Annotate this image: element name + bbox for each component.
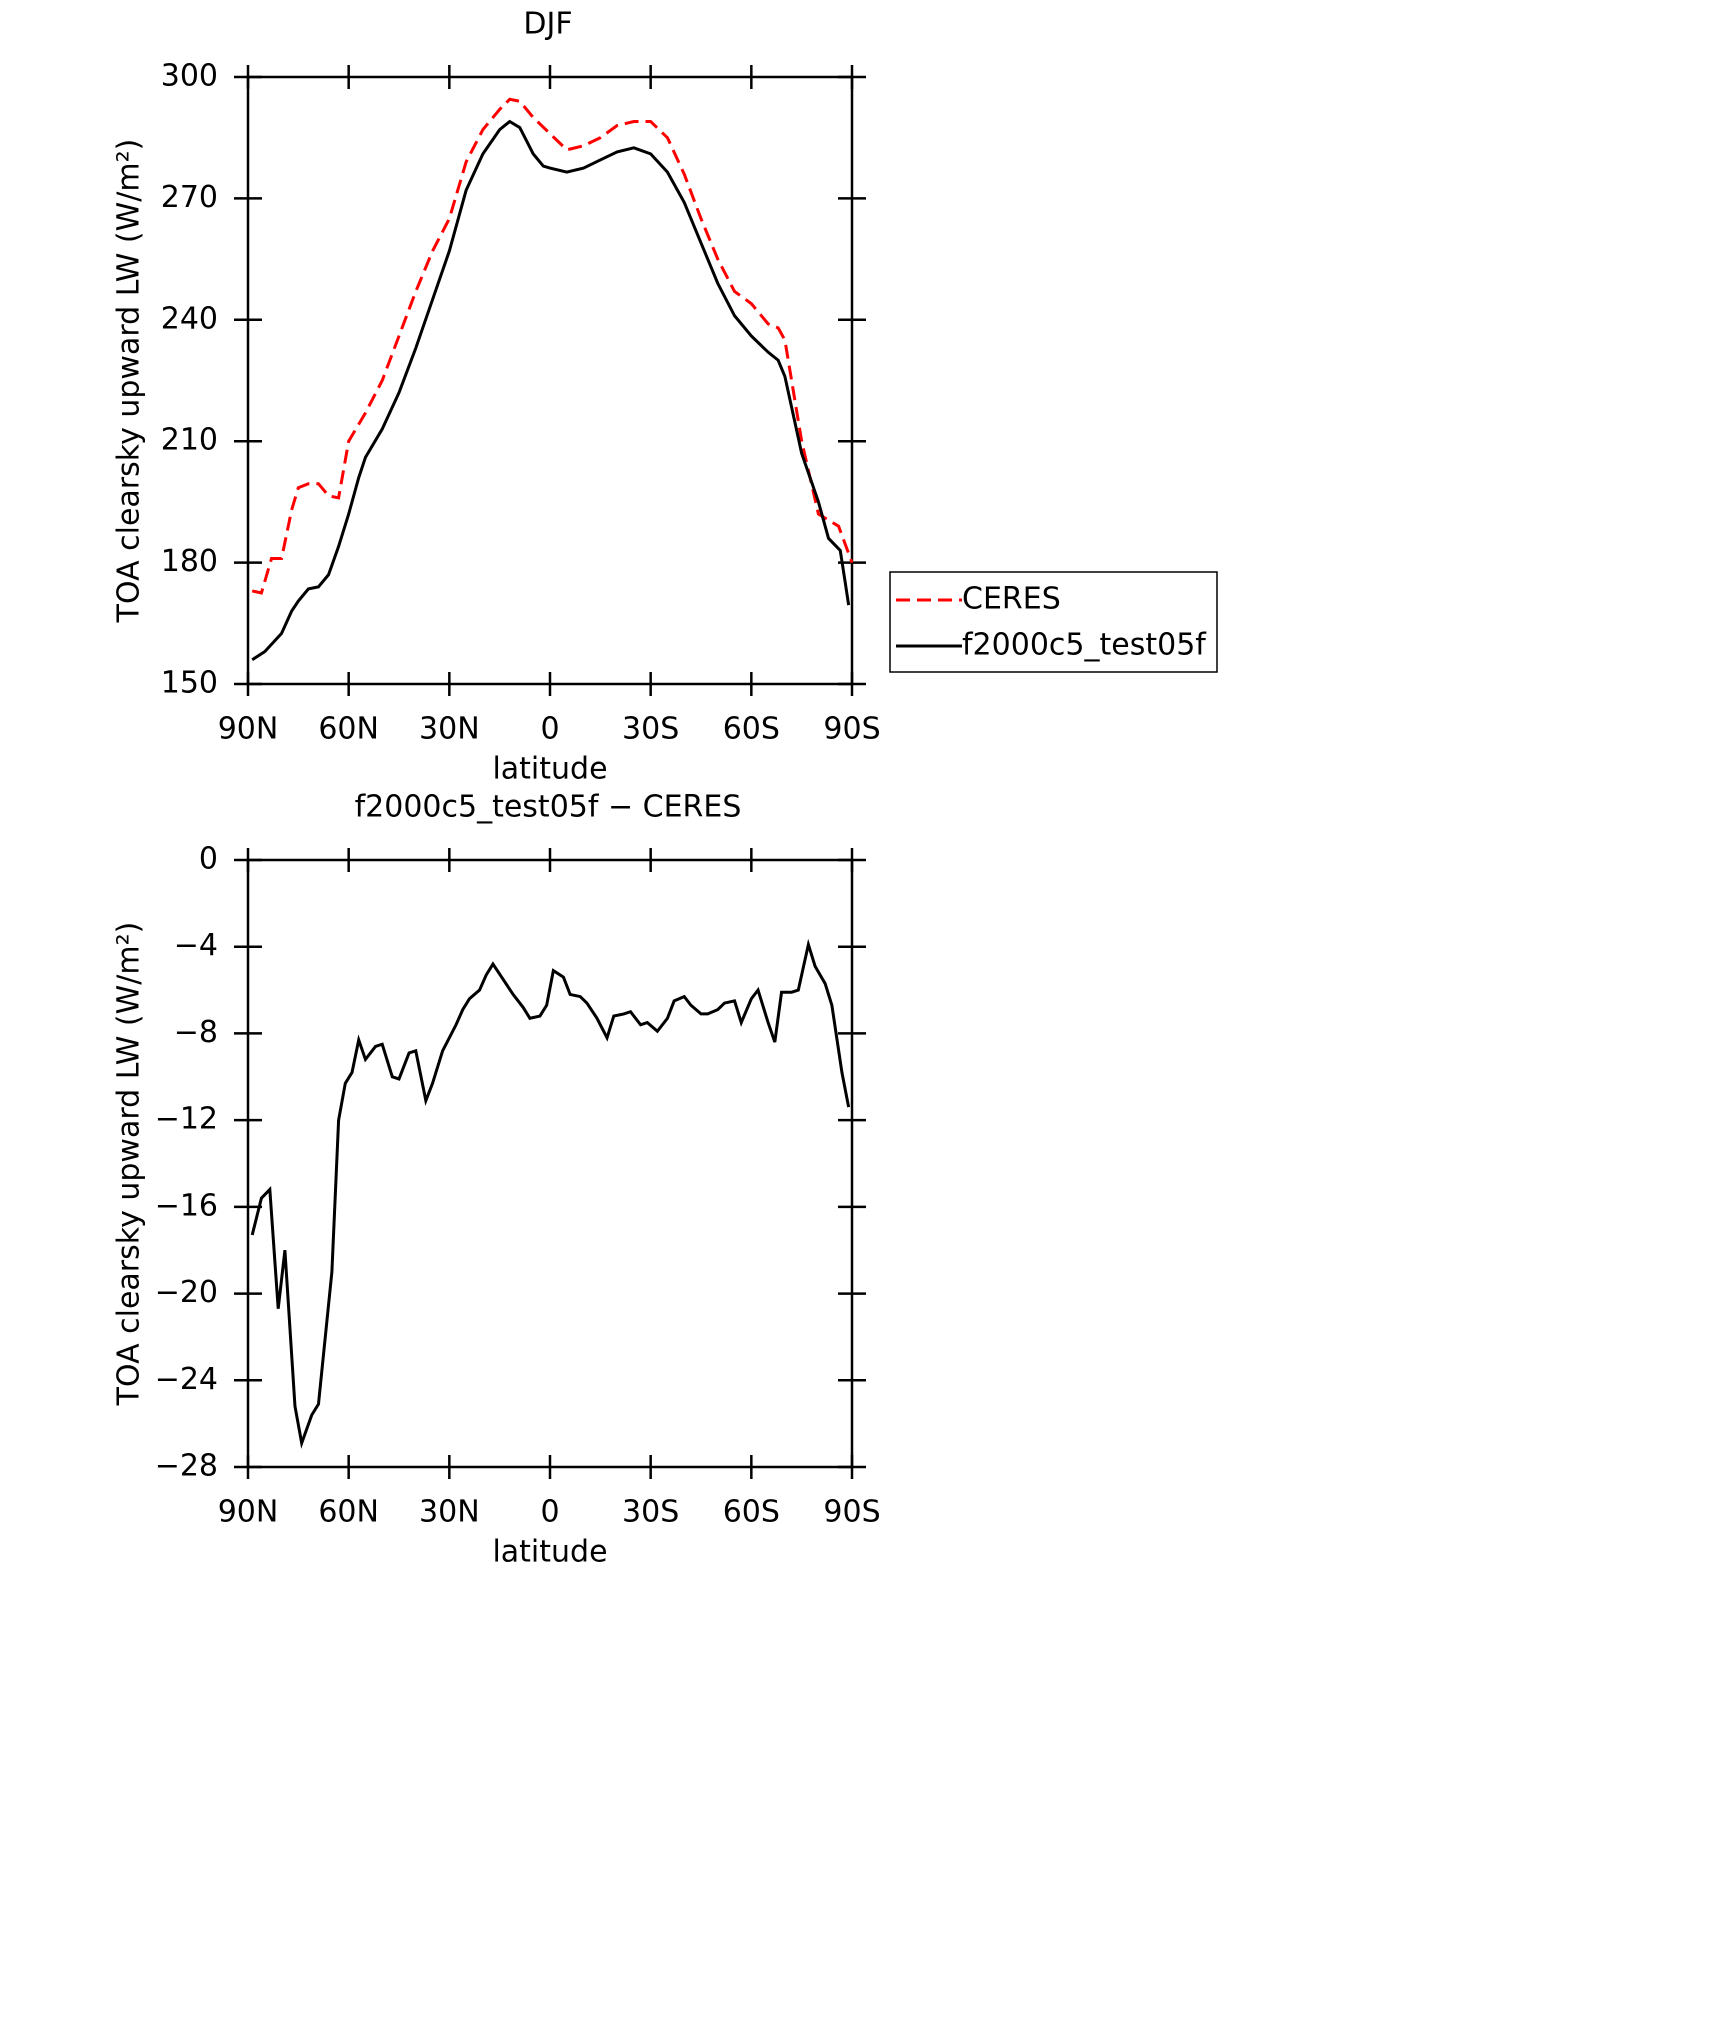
x-tick-label: 30N [419, 712, 480, 747]
y-axis-label: TOA clearsky upward LW (W/m²) [112, 139, 147, 624]
x-tick-label: 90S [823, 712, 880, 747]
y-tick-label: −8 [174, 1015, 218, 1050]
y-axis-label: TOA clearsky upward LW (W/m²) [112, 922, 147, 1407]
x-tick-label: 30S [622, 1495, 679, 1530]
x-tick-label: 90S [823, 1495, 880, 1530]
chart-title: f2000c5_test05f − CERES [355, 790, 742, 825]
x-tick-label: 90N [218, 1495, 279, 1530]
y-tick-label: −4 [174, 928, 218, 963]
y-tick-label: 210 [161, 423, 218, 458]
x-tick-label: 60N [318, 712, 379, 747]
x-tick-label: 90N [218, 712, 279, 747]
y-tick-label: 180 [161, 544, 218, 579]
legend-box [889, 571, 1218, 673]
x-tick-label: 30N [419, 1495, 480, 1530]
y-tick-label: −20 [155, 1275, 218, 1310]
x-tick-label: 0 [540, 712, 559, 747]
y-tick-label: 270 [161, 180, 218, 215]
x-axis-label: latitude [492, 752, 607, 787]
data-line [251, 119, 851, 661]
y-tick-label: 300 [161, 59, 218, 94]
x-axis-label: latitude [492, 1535, 607, 1570]
y-tick-label: 240 [161, 301, 218, 336]
legend-label: f2000c5_test05f [962, 628, 1207, 663]
x-tick-label: 0 [540, 1495, 559, 1530]
y-tick-label: −24 [155, 1362, 218, 1397]
x-tick-label: 60S [723, 1495, 780, 1530]
x-tick-label: 60N [318, 1495, 379, 1530]
y-tick-label: 0 [199, 842, 218, 877]
y-tick-label: 150 [161, 666, 218, 701]
x-tick-label: 30S [622, 712, 679, 747]
x-tick-label: 60S [723, 712, 780, 747]
chart-title: DJF [523, 7, 572, 42]
legend-label: CERES [962, 582, 1061, 617]
data-line [250, 938, 851, 1449]
y-tick-label: −16 [155, 1188, 218, 1223]
y-tick-label: −28 [155, 1449, 218, 1484]
data-line [251, 97, 854, 595]
y-tick-label: −12 [155, 1102, 218, 1137]
plot-frame [246, 858, 854, 1469]
